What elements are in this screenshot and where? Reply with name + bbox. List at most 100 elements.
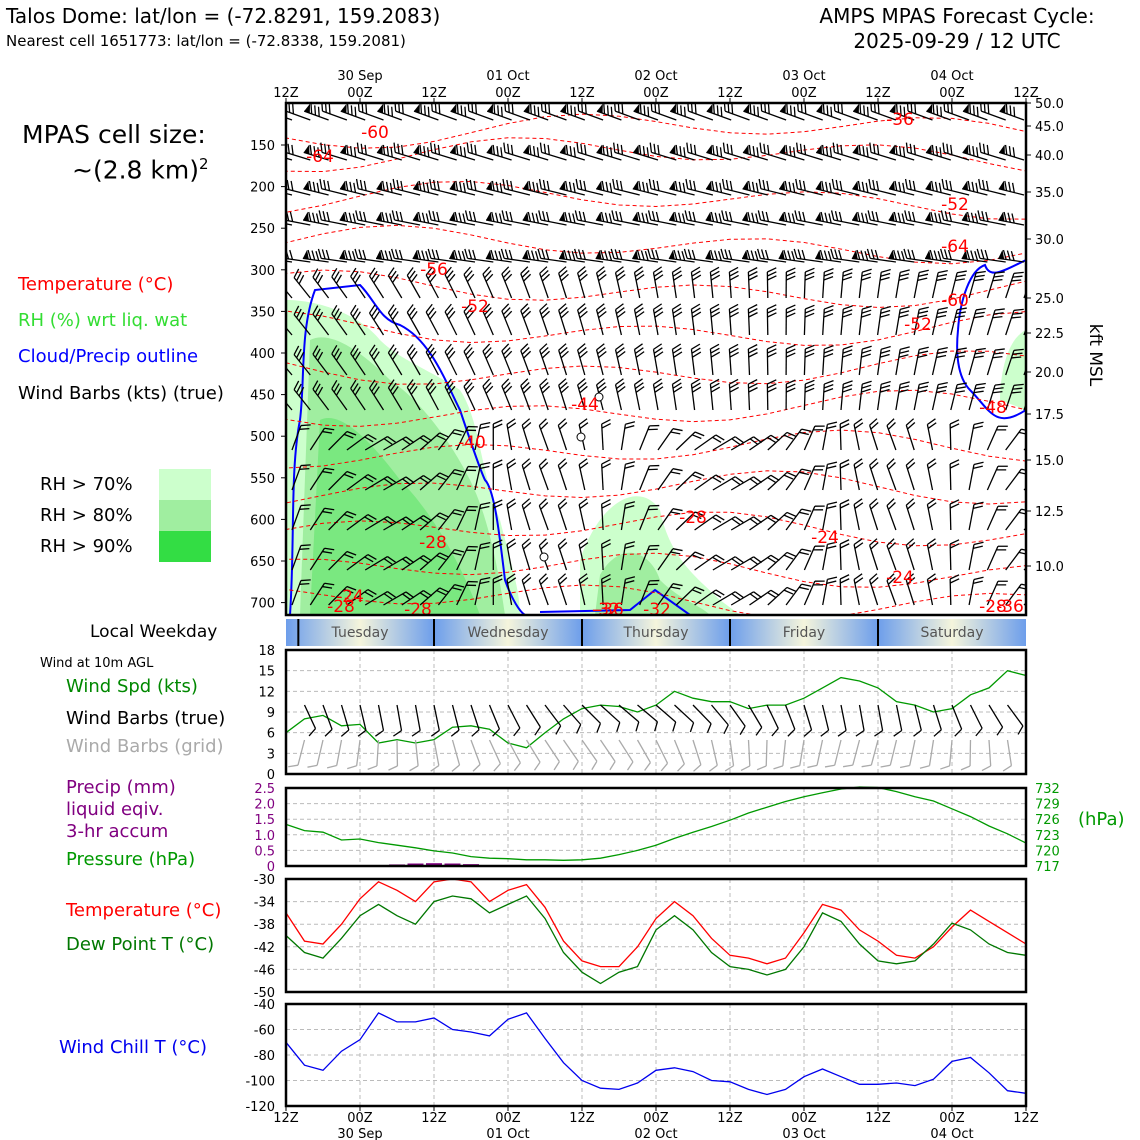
- wind-barb: [968, 270, 986, 299]
- barb-feather: [634, 382, 644, 389]
- barb-feather: [300, 464, 311, 467]
- barb-flag: [705, 249, 712, 260]
- barb-staff: [833, 188, 860, 196]
- barb-feather: [867, 210, 872, 221]
- barb-staff: [968, 504, 975, 531]
- wind-barb: [387, 344, 403, 376]
- barb-staff: [541, 110, 567, 121]
- barb-feather: [992, 355, 1003, 359]
- wind-barb: [291, 544, 311, 571]
- barb-feather: [317, 311, 324, 321]
- wind-barb: [412, 249, 439, 263]
- barb-feather: [904, 178, 908, 189]
- wind-barb: [816, 103, 842, 121]
- barb-feather: [749, 558, 759, 566]
- barb-feather: [785, 312, 796, 318]
- barb-feather: [609, 761, 616, 771]
- barb-feather: [409, 765, 419, 772]
- barb-feather: [1021, 548, 1026, 553]
- barb-feather: [900, 381, 910, 385]
- barb-staff: [486, 151, 512, 161]
- wind-barb: [437, 428, 465, 451]
- barb-feather: [715, 181, 719, 192]
- label-precip-2: liquid eqiv.: [66, 799, 164, 820]
- barb-feather: [909, 143, 913, 154]
- barb-feather: [314, 271, 321, 281]
- barb-feather: [956, 351, 966, 355]
- isotherm: [286, 584, 1026, 615]
- isotherm-label: -28: [327, 597, 355, 617]
- barb-feather: [1018, 551, 1026, 556]
- barb-feather: [559, 462, 568, 470]
- barb-feather: [660, 762, 669, 772]
- barb-feather: [647, 583, 658, 586]
- wind-barb: [895, 306, 910, 336]
- barb-staff: [870, 257, 896, 263]
- barb-feather: [973, 355, 984, 359]
- wind-barb: [767, 511, 797, 531]
- wind-barb: [978, 178, 1006, 196]
- barb-feather: [647, 210, 652, 221]
- barb-feather: [485, 350, 494, 359]
- barb-staff: [747, 383, 751, 411]
- barb-feather: [648, 178, 652, 189]
- barb-feather: [383, 593, 393, 600]
- wind-barb: [368, 379, 385, 411]
- barb-feather: [827, 576, 838, 581]
- barb-staff: [1005, 428, 1022, 451]
- barb-feather: [346, 144, 349, 155]
- wind-barb: [331, 305, 348, 336]
- barb-feather: [927, 573, 936, 581]
- barb-feather: [801, 583, 812, 587]
- wind-barb: [785, 267, 796, 299]
- time-tick-top: 12Z: [865, 86, 891, 101]
- barb-feather: [793, 248, 798, 259]
- barb-feather: [691, 307, 701, 314]
- barb-feather: [609, 147, 613, 158]
- surface-barb-grid: [773, 739, 787, 770]
- barb-feather: [672, 378, 682, 385]
- barb-feather: [466, 385, 475, 395]
- barb-feather: [869, 458, 878, 466]
- barb-feather: [799, 551, 809, 556]
- barb-staff: [815, 257, 842, 263]
- barb-feather: [672, 303, 682, 310]
- surface-barb-true: [303, 704, 317, 737]
- barb-staff: [350, 353, 366, 376]
- barb-feather: [827, 421, 838, 426]
- weekday-cell: [582, 619, 730, 646]
- barb-feather: [367, 554, 377, 561]
- barb-feather: [343, 433, 354, 439]
- barb-staff: [961, 257, 988, 263]
- barb-staff: [943, 219, 970, 226]
- barb-feather: [616, 386, 626, 393]
- barb-flag: [815, 211, 822, 222]
- barb-feather: [767, 591, 777, 599]
- barb-flag: [268, 103, 277, 114]
- barb-feather: [712, 476, 722, 483]
- barb-feather: [464, 106, 467, 117]
- barb-feather: [499, 182, 503, 193]
- wind-barb: [286, 257, 293, 263]
- pressure-tick: 350: [250, 305, 275, 320]
- barb-flag: [852, 144, 859, 155]
- barb-feather: [559, 307, 568, 315]
- barb-feather: [468, 249, 473, 260]
- wind-barb: [293, 268, 311, 299]
- barb-flag: [669, 144, 676, 155]
- barb-feather: [352, 308, 359, 318]
- barb-feather: [950, 103, 953, 114]
- barb-feather: [564, 211, 568, 222]
- barb-feather: [402, 518, 411, 526]
- barb-feather: [869, 573, 878, 581]
- barb-staff: [358, 151, 384, 161]
- barb-feather: [384, 250, 389, 261]
- barb-staff: [599, 739, 616, 762]
- barb-staff: [833, 257, 860, 263]
- barb-feather: [392, 178, 396, 189]
- barb-staff: [741, 257, 768, 263]
- barb-staff: [636, 739, 651, 763]
- barb-feather: [655, 249, 660, 260]
- barb-feather: [328, 103, 331, 114]
- barb-feather: [472, 211, 477, 222]
